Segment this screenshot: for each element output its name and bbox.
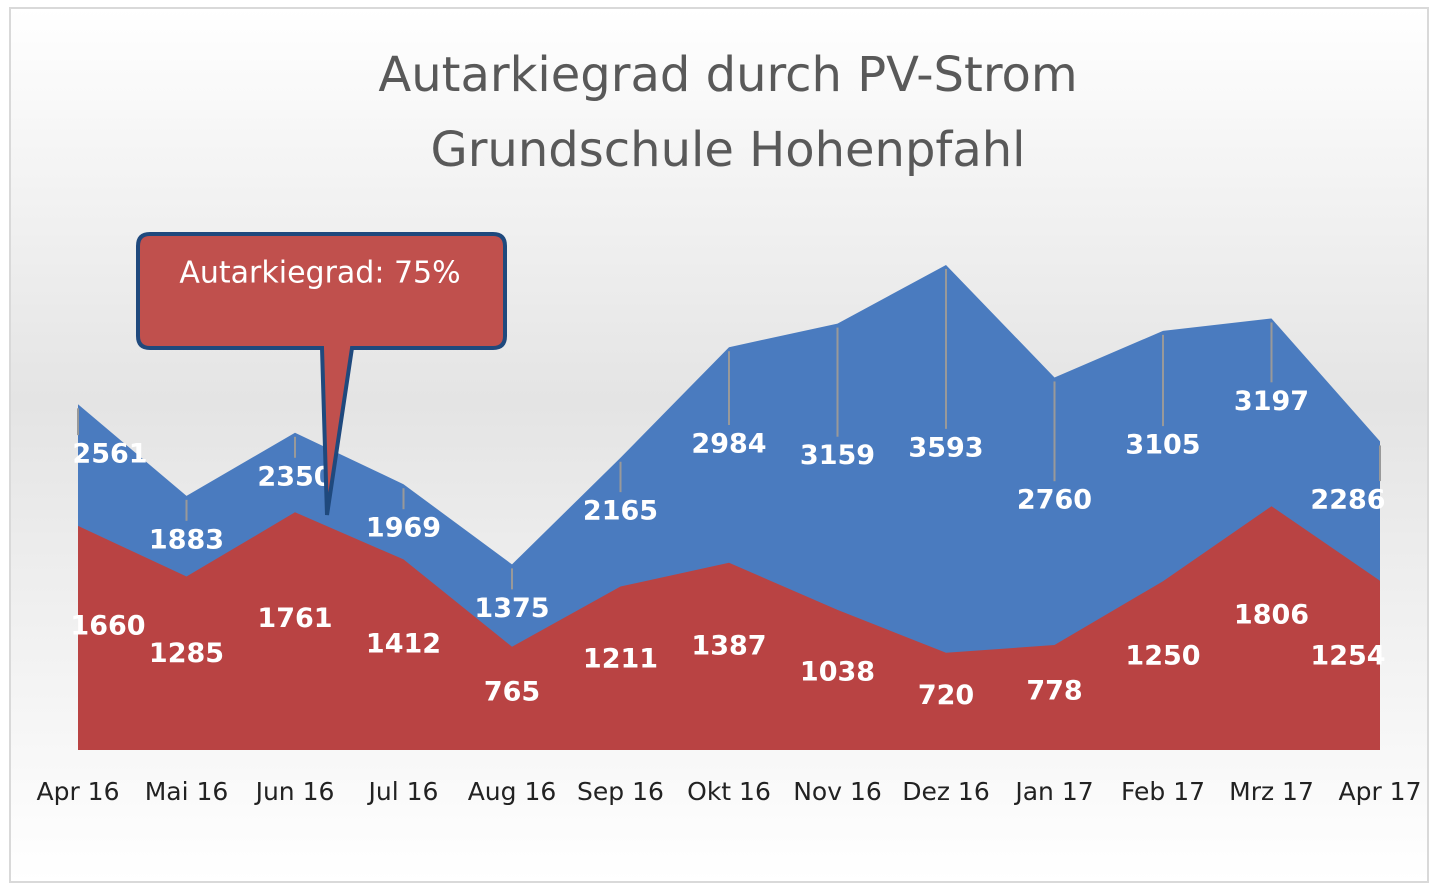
data-label: 2165 (583, 496, 658, 527)
data-label: 1660 (70, 610, 145, 641)
data-label: 3105 (1125, 430, 1200, 461)
data-label: 1250 (1125, 641, 1200, 672)
data-label: 720 (918, 680, 974, 711)
data-label: 1375 (474, 593, 549, 624)
x-tick-label: Mrz 17 (1229, 777, 1314, 806)
data-label: 1969 (366, 513, 441, 544)
chart-subtitle: Grundschule Hohenpfahl (431, 122, 1026, 178)
chart-title: Autarkiegrad durch PV-Strom (378, 47, 1077, 103)
data-label: 3593 (908, 432, 983, 463)
data-label: 2350 (257, 461, 332, 492)
x-tick-label: Feb 17 (1121, 777, 1205, 806)
data-label: 1254 (1310, 640, 1385, 671)
x-tick-label: Jun 16 (254, 777, 335, 806)
x-tick-label: Mai 16 (145, 777, 229, 806)
annotation: Autarkiegrad: 75% (179, 256, 460, 291)
data-label: 2984 (691, 428, 766, 459)
data-label: 1761 (257, 603, 332, 634)
data-label: 2561 (72, 439, 147, 470)
data-label: 778 (1026, 676, 1082, 707)
data-label: 2286 (1310, 485, 1385, 516)
data-label: 1883 (149, 524, 224, 555)
data-label: 765 (484, 677, 540, 708)
x-tick-label: Sep 16 (577, 777, 664, 806)
x-tick-label: Nov 16 (793, 777, 882, 806)
data-label: 1412 (366, 629, 441, 660)
x-tick-label: Jul 16 (367, 777, 439, 806)
area (78, 506, 1380, 750)
x-tick-label: Okt 16 (687, 777, 771, 806)
data-label: 3159 (800, 440, 875, 471)
x-tick-label: Apr 17 (1338, 777, 1421, 806)
data-label: 1806 (1234, 599, 1309, 630)
x-tick-label: Aug 16 (468, 777, 557, 806)
data-label: 1285 (149, 638, 224, 669)
data-label: 1387 (691, 631, 766, 662)
data-label: 3197 (1234, 386, 1309, 417)
x-tick-label: Jan 17 (1013, 777, 1093, 806)
x-tick-label: Apr 16 (36, 777, 119, 806)
data-label: 2760 (1017, 485, 1092, 516)
data-label: 1038 (800, 656, 875, 687)
data-label: 1211 (583, 644, 658, 675)
x-tick-label: Dez 16 (902, 777, 990, 806)
callout (136, 232, 507, 516)
